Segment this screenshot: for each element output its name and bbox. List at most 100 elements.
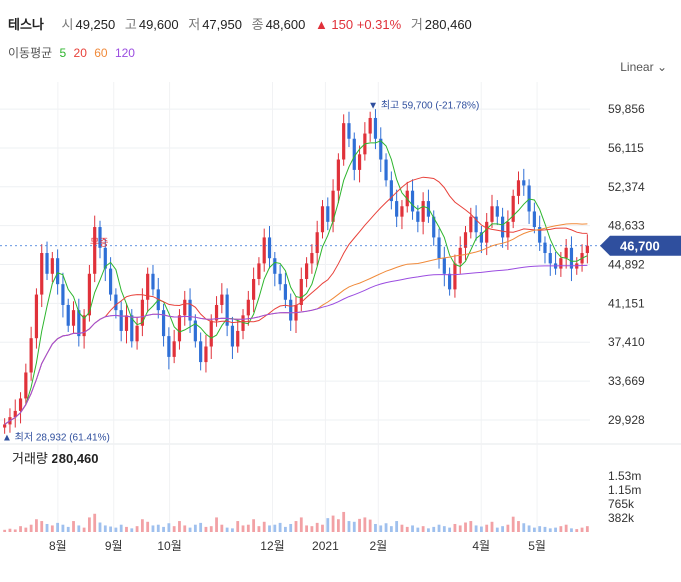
candle	[527, 179, 531, 224]
candle	[506, 210, 510, 250]
candle	[538, 215, 542, 251]
candle	[172, 329, 176, 364]
volume-bar	[236, 521, 240, 532]
high-annotation: ▼ 최고 59,700 (-21.78%)	[368, 100, 479, 112]
volume-tick-label: 765k	[608, 497, 635, 511]
candle	[262, 228, 266, 272]
candle-body	[448, 273, 452, 290]
volume-bar	[109, 526, 112, 532]
volume-bar	[416, 527, 420, 532]
volume-bar	[490, 521, 494, 532]
candle-body	[479, 232, 484, 243]
volume-bar	[511, 516, 515, 532]
candle-body	[564, 247, 568, 259]
candle	[236, 319, 240, 353]
volume-bar	[29, 524, 33, 532]
change-value: ▲ 150 +0.31%	[314, 17, 402, 32]
ma-120[interactable]: 120	[114, 46, 135, 60]
scale-dropdown[interactable]: Linear ⌄	[620, 60, 667, 74]
candles	[0, 109, 606, 434]
volume-bar	[289, 523, 293, 532]
candle-body	[336, 159, 340, 191]
volume-bar	[379, 525, 383, 532]
candle-body	[516, 180, 521, 196]
candle	[389, 171, 393, 210]
candle	[50, 251, 54, 283]
candle-body	[135, 325, 139, 342]
candle	[183, 290, 187, 326]
candle	[294, 296, 298, 334]
candle-body	[140, 299, 144, 326]
candle	[82, 309, 86, 349]
open-value: 49,250	[75, 17, 116, 32]
ma-5[interactable]: 5	[59, 46, 67, 60]
volume-tick-label: 1.15m	[608, 483, 641, 497]
candle	[522, 168, 526, 196]
volume-panel-title: 거래량 280,460	[12, 448, 99, 467]
volume-bar	[294, 521, 298, 532]
candle-body	[490, 206, 494, 222]
volume-bar	[162, 526, 165, 532]
volume-bar	[437, 524, 441, 532]
volume-bar	[564, 524, 568, 532]
time-tick-label: 2021	[312, 539, 339, 553]
volume-bar	[72, 521, 75, 532]
candle	[119, 301, 123, 342]
volume-bar	[400, 524, 404, 532]
volume-bar	[125, 526, 128, 532]
volume-bar	[135, 526, 139, 532]
candle-body	[495, 206, 499, 217]
candle	[448, 267, 452, 296]
candle	[283, 272, 288, 309]
candle	[13, 399, 17, 428]
candle-body	[357, 154, 362, 170]
volume-bar	[66, 526, 70, 532]
volume-bar	[119, 524, 123, 532]
candle-body	[119, 310, 123, 331]
candle-body	[34, 294, 39, 339]
candle-body	[368, 117, 372, 134]
volume-bar	[98, 522, 102, 532]
candle	[56, 249, 60, 295]
candle	[569, 236, 574, 282]
volume-bar	[130, 528, 134, 532]
ma-20[interactable]: 20	[73, 46, 87, 60]
volume-bar	[342, 511, 346, 532]
high-value: 49,600	[138, 17, 179, 32]
candle-body	[283, 284, 288, 300]
candle-body	[24, 372, 28, 399]
volume-bar	[151, 525, 155, 532]
volume-bar	[209, 526, 213, 532]
ma-60[interactable]: 60	[94, 46, 108, 60]
candle-body	[532, 211, 536, 228]
volume-bar	[262, 521, 266, 532]
candle	[252, 267, 256, 313]
volume-bar	[570, 528, 573, 532]
volume-bar	[310, 526, 314, 532]
price-tick-label: 41,151	[608, 296, 645, 310]
volume-bar	[257, 526, 261, 532]
grid-lines	[0, 82, 681, 532]
volume-bar	[103, 525, 107, 532]
candle	[410, 179, 415, 220]
volume-bar	[178, 521, 181, 532]
candle	[400, 200, 404, 230]
candle	[395, 189, 399, 228]
volume-bar	[458, 525, 462, 532]
candle-body	[225, 294, 229, 326]
candle-body	[267, 237, 272, 259]
candle	[469, 207, 473, 239]
candle-body	[511, 195, 515, 222]
candle-body	[299, 278, 303, 305]
volume-bar	[35, 519, 38, 532]
volume-bar	[299, 517, 303, 532]
candle	[135, 316, 139, 350]
volume-bar	[480, 526, 483, 532]
volume-bar	[474, 525, 478, 532]
candle	[421, 192, 425, 235]
candle-body	[172, 341, 176, 357]
moving-average-lines	[4, 140, 588, 425]
volume-bar	[241, 525, 245, 532]
candle-body	[559, 258, 563, 269]
